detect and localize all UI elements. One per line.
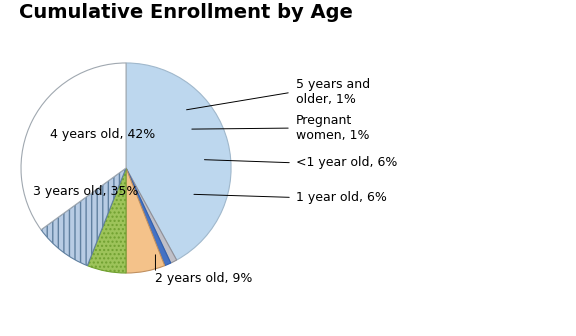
Wedge shape [88,168,126,273]
Text: <1 year old, 6%: <1 year old, 6% [296,156,397,169]
Title: Cumulative Enrollment by Age: Cumulative Enrollment by Age [19,3,353,22]
Text: 5 years and
older, 1%: 5 years and older, 1% [296,78,370,107]
Wedge shape [126,63,231,260]
Text: 3 years old, 35%: 3 years old, 35% [33,184,139,198]
Wedge shape [126,168,170,266]
Text: 2 years old, 9%: 2 years old, 9% [156,272,253,285]
Text: 4 years old, 42%: 4 years old, 42% [50,128,156,141]
Text: Pregnant
women, 1%: Pregnant women, 1% [296,114,370,142]
Wedge shape [21,63,126,230]
Wedge shape [126,168,177,263]
Wedge shape [41,168,126,266]
Wedge shape [126,168,165,273]
Text: 1 year old, 6%: 1 year old, 6% [296,191,387,204]
